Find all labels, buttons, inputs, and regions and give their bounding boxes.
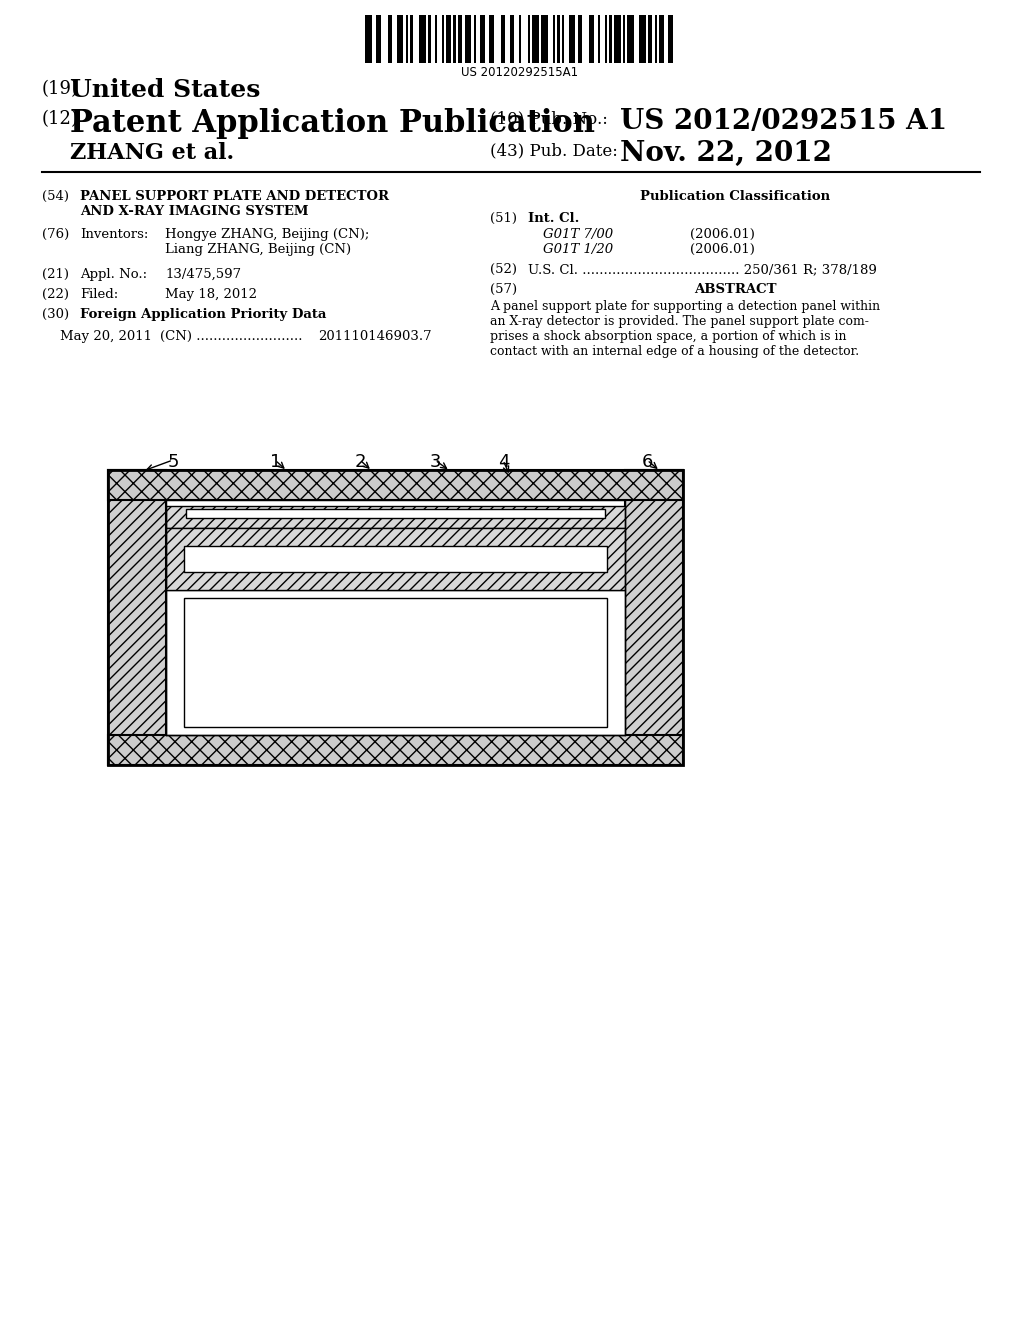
- Bar: [406, 15, 408, 63]
- Bar: [186, 510, 605, 517]
- Text: (10) Pub. No.:: (10) Pub. No.:: [490, 110, 608, 127]
- Bar: [568, 15, 575, 63]
- Text: (22): (22): [42, 288, 69, 301]
- Text: Appl. No.:: Appl. No.:: [80, 268, 147, 281]
- Bar: [480, 15, 485, 63]
- Bar: [532, 15, 540, 63]
- Text: May 20, 2011: May 20, 2011: [60, 330, 152, 343]
- Text: (51): (51): [490, 213, 517, 224]
- Bar: [166, 528, 625, 590]
- Text: Hongye ZHANG, Beijing (CN);: Hongye ZHANG, Beijing (CN);: [165, 228, 370, 242]
- Bar: [510, 15, 514, 63]
- Text: 2: 2: [355, 453, 367, 471]
- Bar: [166, 506, 625, 528]
- Bar: [428, 15, 431, 63]
- Text: US 2012/0292515 A1: US 2012/0292515 A1: [620, 108, 947, 135]
- Bar: [419, 15, 426, 63]
- Bar: [625, 470, 683, 766]
- Text: PANEL SUPPORT PLATE AND DETECTOR: PANEL SUPPORT PLATE AND DETECTOR: [80, 190, 389, 203]
- Text: (2006.01): (2006.01): [690, 243, 755, 256]
- Bar: [108, 470, 166, 766]
- Text: 13/475,597: 13/475,597: [165, 268, 241, 281]
- Bar: [562, 15, 564, 63]
- Bar: [108, 470, 683, 766]
- Text: Int. Cl.: Int. Cl.: [528, 213, 580, 224]
- Text: (43) Pub. Date:: (43) Pub. Date:: [490, 143, 617, 158]
- Bar: [454, 15, 456, 63]
- Bar: [166, 500, 625, 735]
- Bar: [623, 15, 626, 63]
- Bar: [108, 735, 683, 766]
- Text: (12): (12): [42, 110, 79, 128]
- Bar: [184, 598, 607, 727]
- Text: G01T 1/20: G01T 1/20: [543, 243, 613, 256]
- Text: (2006.01): (2006.01): [690, 228, 755, 242]
- Bar: [654, 15, 657, 63]
- Bar: [609, 15, 611, 63]
- Bar: [411, 15, 413, 63]
- Bar: [578, 15, 583, 63]
- Text: United States: United States: [70, 78, 260, 102]
- Bar: [184, 546, 607, 572]
- Text: Patent Application Publication: Patent Application Publication: [70, 108, 595, 139]
- Bar: [639, 15, 645, 63]
- Bar: [542, 15, 548, 63]
- Text: Inventors:: Inventors:: [80, 228, 148, 242]
- Bar: [396, 15, 403, 63]
- Bar: [501, 15, 505, 63]
- Text: (21): (21): [42, 268, 69, 281]
- Text: ZHANG et al.: ZHANG et al.: [70, 143, 234, 164]
- Text: U.S. Cl. ..................................... 250/361 R; 378/189: U.S. Cl. ...............................…: [528, 263, 877, 276]
- Text: Foreign Application Priority Data: Foreign Application Priority Data: [80, 308, 327, 321]
- Text: 6: 6: [642, 453, 653, 471]
- Text: Liang ZHANG, Beijing (CN): Liang ZHANG, Beijing (CN): [165, 243, 351, 256]
- Bar: [442, 15, 444, 63]
- Bar: [519, 15, 521, 63]
- Bar: [166, 590, 625, 735]
- Bar: [589, 15, 594, 63]
- Text: Publication Classification: Publication Classification: [640, 190, 830, 203]
- Bar: [108, 470, 683, 500]
- Bar: [659, 15, 664, 63]
- Text: Nov. 22, 2012: Nov. 22, 2012: [620, 140, 831, 168]
- Bar: [376, 15, 381, 63]
- Text: (30): (30): [42, 308, 70, 321]
- Bar: [435, 15, 437, 63]
- Text: (52): (52): [490, 263, 517, 276]
- Text: US 20120292515A1: US 20120292515A1: [462, 66, 579, 79]
- Text: A panel support plate for supporting a detection panel within
an X-ray detector : A panel support plate for supporting a d…: [490, 300, 880, 358]
- Bar: [598, 15, 600, 63]
- Bar: [489, 15, 494, 63]
- Bar: [388, 15, 392, 63]
- Text: 4: 4: [498, 453, 510, 471]
- Text: (76): (76): [42, 228, 70, 242]
- Bar: [108, 470, 683, 766]
- Text: Filed:: Filed:: [80, 288, 118, 301]
- Text: 1: 1: [270, 453, 282, 471]
- Text: May 18, 2012: May 18, 2012: [165, 288, 257, 301]
- Text: (19): (19): [42, 81, 79, 98]
- Bar: [614, 15, 621, 63]
- Text: 5: 5: [168, 453, 179, 471]
- Text: 201110146903.7: 201110146903.7: [318, 330, 432, 343]
- Bar: [458, 15, 462, 63]
- Bar: [628, 15, 634, 63]
- Bar: [648, 15, 652, 63]
- Bar: [557, 15, 559, 63]
- Bar: [528, 15, 530, 63]
- Text: (54): (54): [42, 190, 69, 203]
- Bar: [474, 15, 476, 63]
- Bar: [365, 15, 372, 63]
- Text: G01T 7/00: G01T 7/00: [543, 228, 613, 242]
- Bar: [553, 15, 555, 63]
- Text: ABSTRACT: ABSTRACT: [693, 282, 776, 296]
- Text: (57): (57): [490, 282, 517, 296]
- Bar: [669, 15, 673, 63]
- Text: AND X-RAY IMAGING SYSTEM: AND X-RAY IMAGING SYSTEM: [80, 205, 308, 218]
- Text: 3: 3: [430, 453, 441, 471]
- Bar: [465, 15, 471, 63]
- Bar: [605, 15, 607, 63]
- Text: (CN) .........................: (CN) .........................: [160, 330, 302, 343]
- Bar: [446, 15, 451, 63]
